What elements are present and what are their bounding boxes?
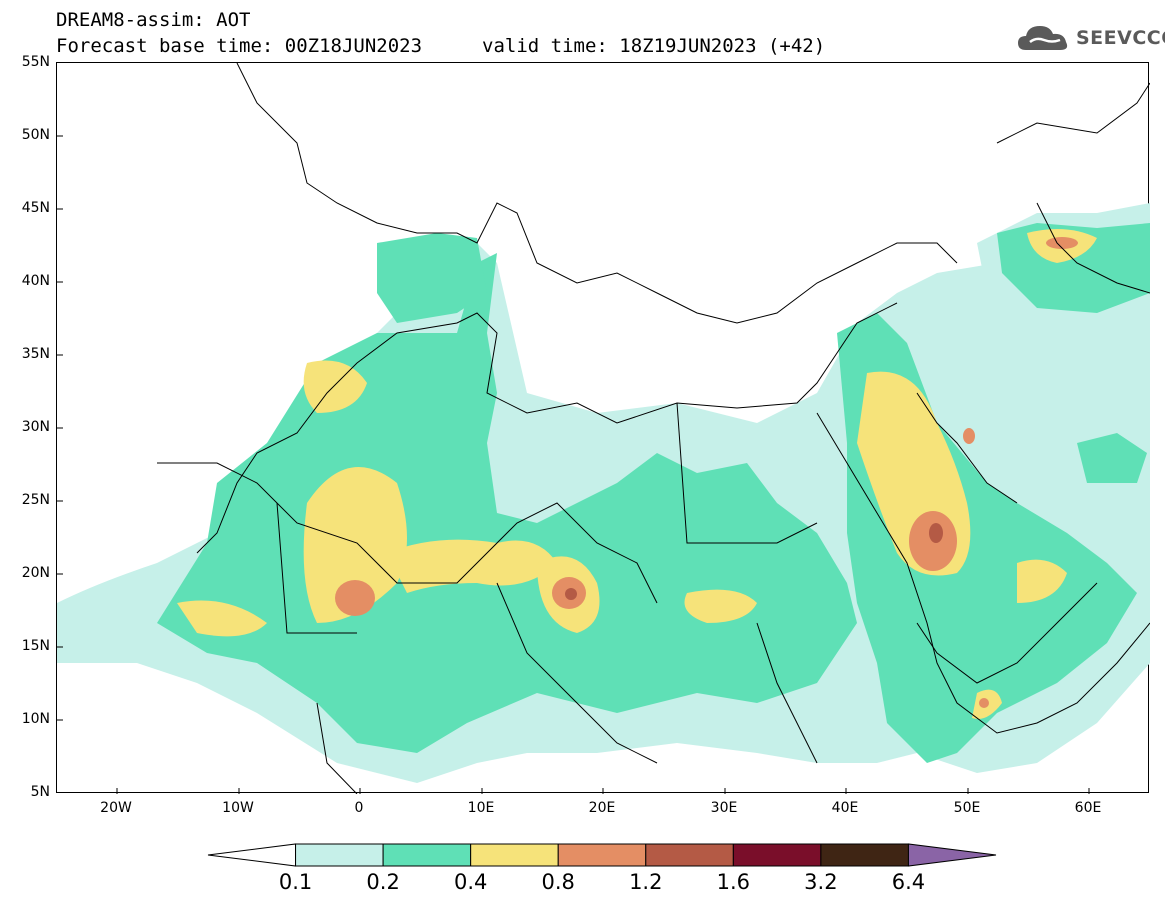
colorbar-level-label: 0.2 — [366, 870, 400, 894]
logo-text: SEEVCCC — [1076, 27, 1165, 49]
map-title-model: DREAM8-assim: AOT — [56, 9, 251, 31]
colorbar-level-label: 3.2 — [804, 870, 838, 894]
lat-label-55n: 55N — [21, 54, 50, 70]
map-ticks — [57, 135, 1090, 794]
lon-label-60e: 60E — [1074, 800, 1102, 816]
lon-label-20e: 20E — [588, 800, 616, 816]
colorbar-low-triangle — [207, 843, 297, 867]
lat-label-15n: 15N — [21, 638, 50, 654]
lat-label-45n: 45N — [21, 200, 50, 216]
colorbar-swatch — [295, 843, 384, 867]
colorbar-level-label: 0.4 — [453, 870, 488, 894]
lon-label-50e: 50E — [953, 800, 981, 816]
coastlines — [157, 63, 1150, 794]
colorbar-swatch — [470, 843, 559, 867]
lat-label-40n: 40N — [21, 273, 50, 289]
colorbar-level-label: 1.2 — [629, 870, 663, 894]
colorbar-level-label: 0.8 — [541, 870, 575, 894]
colorbar-level-label: 1.6 — [716, 870, 751, 894]
aot-map — [57, 63, 1150, 794]
lon-label-40e: 40E — [831, 800, 859, 816]
lat-label-30n: 30N — [21, 419, 50, 435]
colorbar-swatch — [645, 843, 734, 867]
colorbar-level-label: 6.4 — [891, 870, 926, 894]
lat-label-25n: 25N — [21, 492, 50, 508]
colorbar-swatch — [557, 843, 647, 867]
map-frame — [56, 62, 1150, 794]
aot-band-1.2 — [565, 523, 943, 600]
lat-label-50n: 50N — [21, 127, 50, 143]
lon-label-20w: 20W — [100, 800, 132, 816]
colorbar-swatch — [382, 843, 472, 867]
seevccc-logo: SEEVCCC — [1016, 20, 1165, 56]
lat-label-5n: 5N — [30, 784, 50, 800]
lat-label-10n: 10N — [21, 711, 50, 727]
lon-label-10e: 10E — [467, 800, 495, 816]
lon-label-0: 0 — [354, 800, 364, 816]
colorbar-swatch — [732, 843, 822, 867]
lat-label-20n: 20N — [21, 565, 50, 581]
cloud-icon — [1018, 26, 1068, 50]
colorbar-level-label: 0.1 — [278, 870, 313, 894]
lon-label-10w: 10W — [222, 800, 254, 816]
colorbar-swatch — [820, 843, 909, 867]
lat-label-35n: 35N — [21, 346, 50, 362]
colorbar-high-triangle — [907, 843, 997, 867]
map-title-valid-time: valid time: 18Z19JUN2023 (+42) — [482, 35, 826, 57]
lon-label-30e: 30E — [710, 800, 738, 816]
map-title-base-time: Forecast base time: 00Z18JUN2023 — [56, 35, 423, 57]
